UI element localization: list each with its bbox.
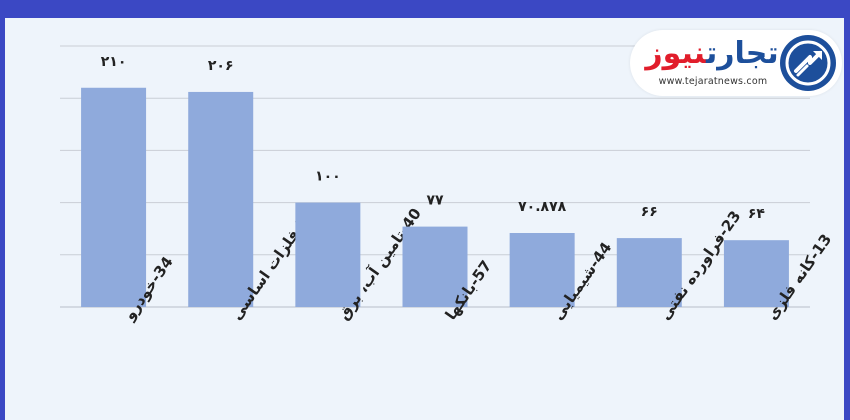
- data-label-5: ۷۰.۸۷۸: [518, 199, 566, 215]
- bar-1: [81, 87, 147, 307]
- logo-emblem-icon: [780, 35, 836, 91]
- data-label-3: ۱۰۰: [315, 169, 341, 185]
- left-frame-border: [0, 18, 5, 420]
- bar-3: [295, 202, 361, 307]
- logo-title-red: نیوز: [645, 36, 706, 71]
- bar-7: [723, 240, 789, 307]
- logo-title-blue: تجارت: [705, 36, 779, 71]
- right-frame-border: [844, 18, 850, 420]
- bar-4: [402, 226, 468, 307]
- data-label-6: ۶۶: [641, 204, 658, 220]
- data-label-2: ۲۰۶: [208, 58, 234, 74]
- bar-2: [188, 91, 254, 307]
- bar-6: [616, 238, 682, 307]
- header-band: [0, 0, 850, 18]
- data-label-1: ۲۱۰: [101, 54, 127, 70]
- bar-5: [509, 233, 575, 307]
- data-label-4: ۷۷: [426, 193, 444, 209]
- logo-url: www.tejaratnews.com: [658, 76, 768, 87]
- logo-title: تجارتنیوز: [642, 34, 782, 74]
- tejaratnews-logo: تجارتنیوز www.tejaratnews.com: [630, 30, 842, 96]
- data-label-7: ۶۴: [748, 206, 766, 222]
